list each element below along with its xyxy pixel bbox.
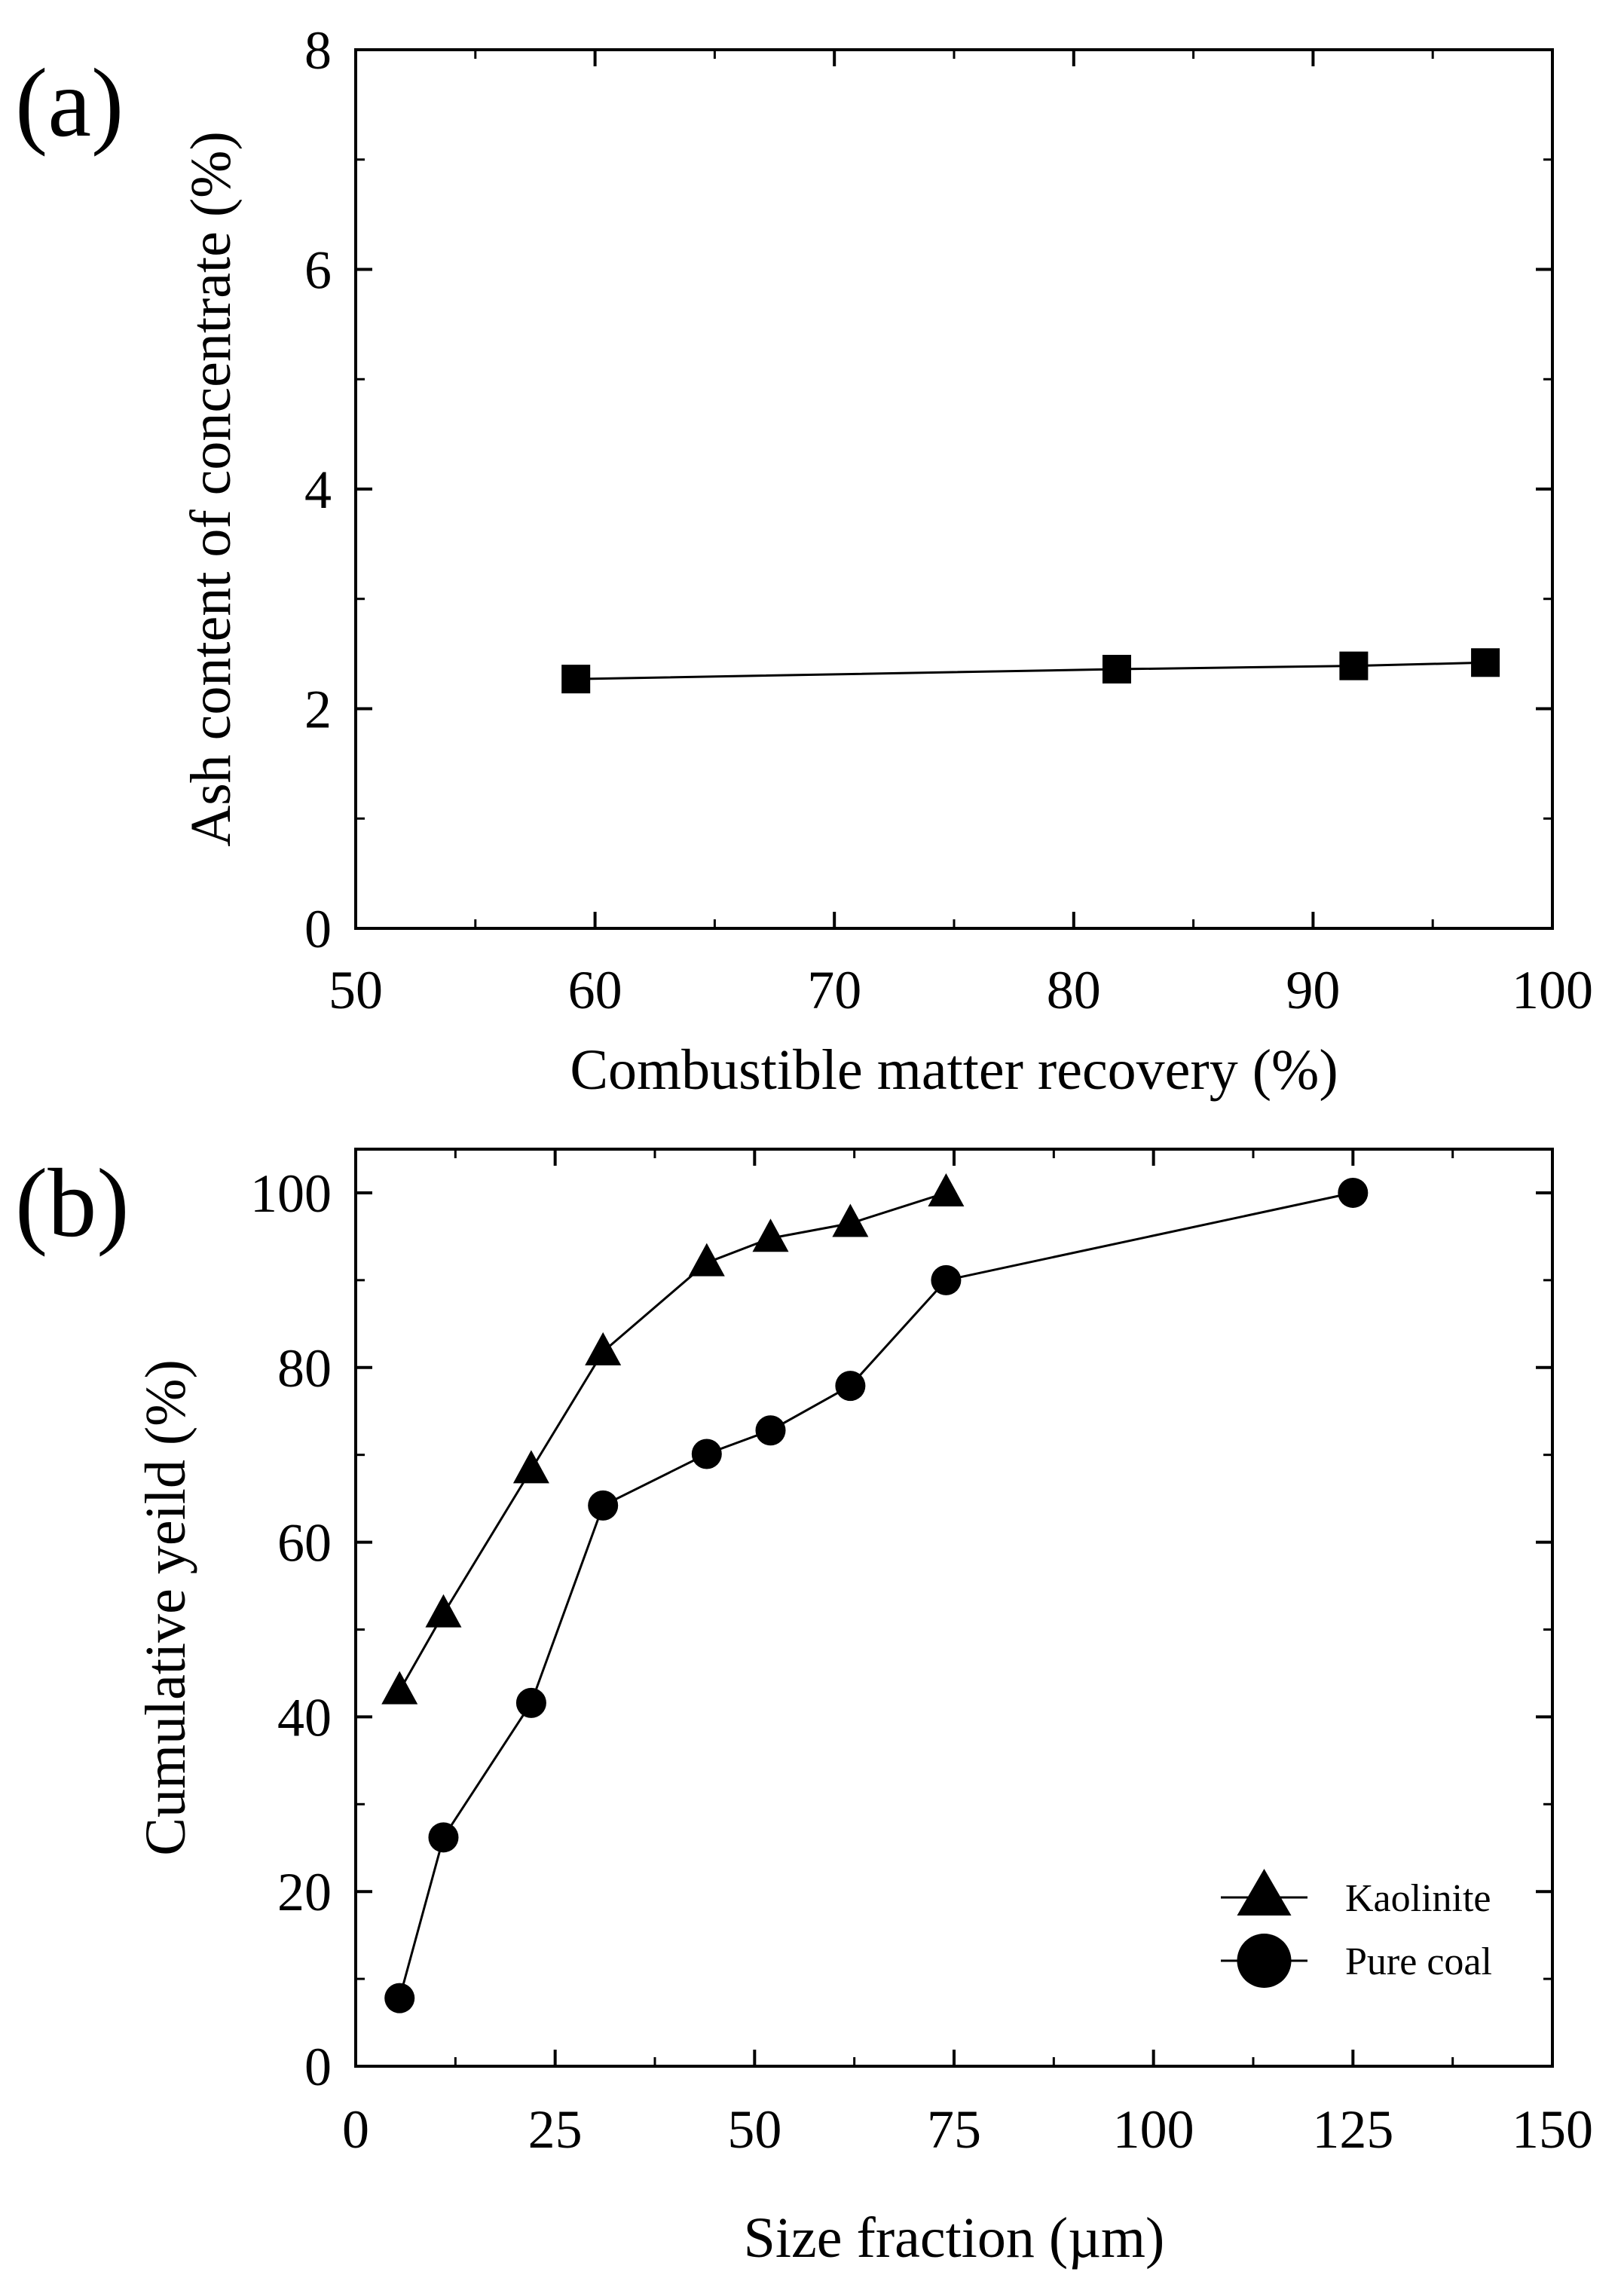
legend-label: Kaolinite [1345, 1877, 1491, 1920]
x-tick-label: 100 [1512, 960, 1593, 1020]
x-tick-label: 0 [342, 2099, 369, 2160]
y-tick-label: 40 [277, 1687, 332, 1747]
y-tick-label: 8 [304, 20, 332, 81]
chart-panel-a: 50 60 70 80 90 100 0 2 4 6 8 Combustible matter rec… [15, 20, 1593, 1102]
y-tick-label: 2 [304, 680, 332, 740]
data-point [1471, 648, 1500, 677]
y-tick-label: 4 [304, 460, 332, 520]
x-tick-label: 50 [727, 2099, 781, 2160]
data-point [931, 1264, 962, 1295]
y-tick-label: 100 [250, 1163, 332, 1224]
data-point [384, 1983, 415, 2013]
x-tick-label: 25 [528, 2099, 583, 2160]
data-point [588, 1490, 619, 1521]
panel-label: (a) [15, 49, 124, 157]
y-tick-label: 80 [277, 1338, 332, 1399]
data-point [512, 1450, 549, 1484]
legend-marker-triangle [1237, 1869, 1292, 1916]
data-point [1338, 1177, 1369, 1208]
x-tick-label: 150 [1512, 2099, 1593, 2160]
series-kaolinite [381, 1173, 965, 1705]
data-point [928, 1173, 965, 1206]
data-point [585, 1332, 622, 1365]
data-point [561, 665, 591, 694]
series-pure-coal [384, 1177, 1369, 2013]
x-tick-label: 60 [568, 960, 622, 1020]
x-axis-title: Size fraction (µm) [744, 2206, 1165, 2270]
data-point [515, 1687, 546, 1718]
series-line [398, 1191, 947, 1692]
x-tick-label: 90 [1286, 960, 1340, 1020]
data-point [752, 1218, 789, 1252]
x-tick-label: 50 [329, 960, 383, 1020]
x-tick-label: 100 [1113, 2099, 1194, 2160]
data-point [832, 1203, 869, 1237]
data-point [425, 1594, 462, 1628]
legend-marker-circle [1237, 1934, 1292, 1988]
x-tick-label: 125 [1312, 2099, 1393, 2160]
x-axis-title: Combustible matter recovery (%) [570, 1038, 1338, 1102]
y-tick-label: 0 [304, 899, 332, 959]
y-axis-title: Ash content of concentrate (%) [179, 131, 243, 847]
legend: Kaolinite Pure coal [1221, 1869, 1492, 1988]
data-point [381, 1671, 418, 1705]
y-tick-label: 20 [277, 1862, 332, 1922]
series-ash-content [561, 648, 1500, 694]
series-line [398, 1191, 1353, 1998]
data-point [1339, 651, 1369, 680]
legend-label: Pure coal [1345, 1940, 1492, 1983]
chart-panel-b: 0 25 50 75 100 125 150 0 20 40 60 80 100 Size fractio… [15, 1148, 1593, 2270]
x-tick-label: 80 [1047, 960, 1101, 1020]
data-point [1102, 655, 1131, 684]
data-point [755, 1415, 786, 1446]
data-point [835, 1371, 866, 1402]
plot-frame [354, 48, 1554, 930]
panel-label: (b) [15, 1149, 130, 1258]
x-tick-label: 75 [927, 2099, 981, 2160]
y-tick-label: 60 [277, 1513, 332, 1573]
data-point [428, 1822, 459, 1853]
y-axis-title: Cumulative yeild (%) [134, 1359, 197, 1856]
y-tick-label: 6 [304, 240, 332, 301]
y-tick-label: 0 [304, 2037, 332, 2097]
data-point [688, 1243, 725, 1277]
series-line [576, 661, 1486, 680]
x-tick-label: 70 [807, 960, 861, 1020]
data-point [691, 1439, 722, 1469]
